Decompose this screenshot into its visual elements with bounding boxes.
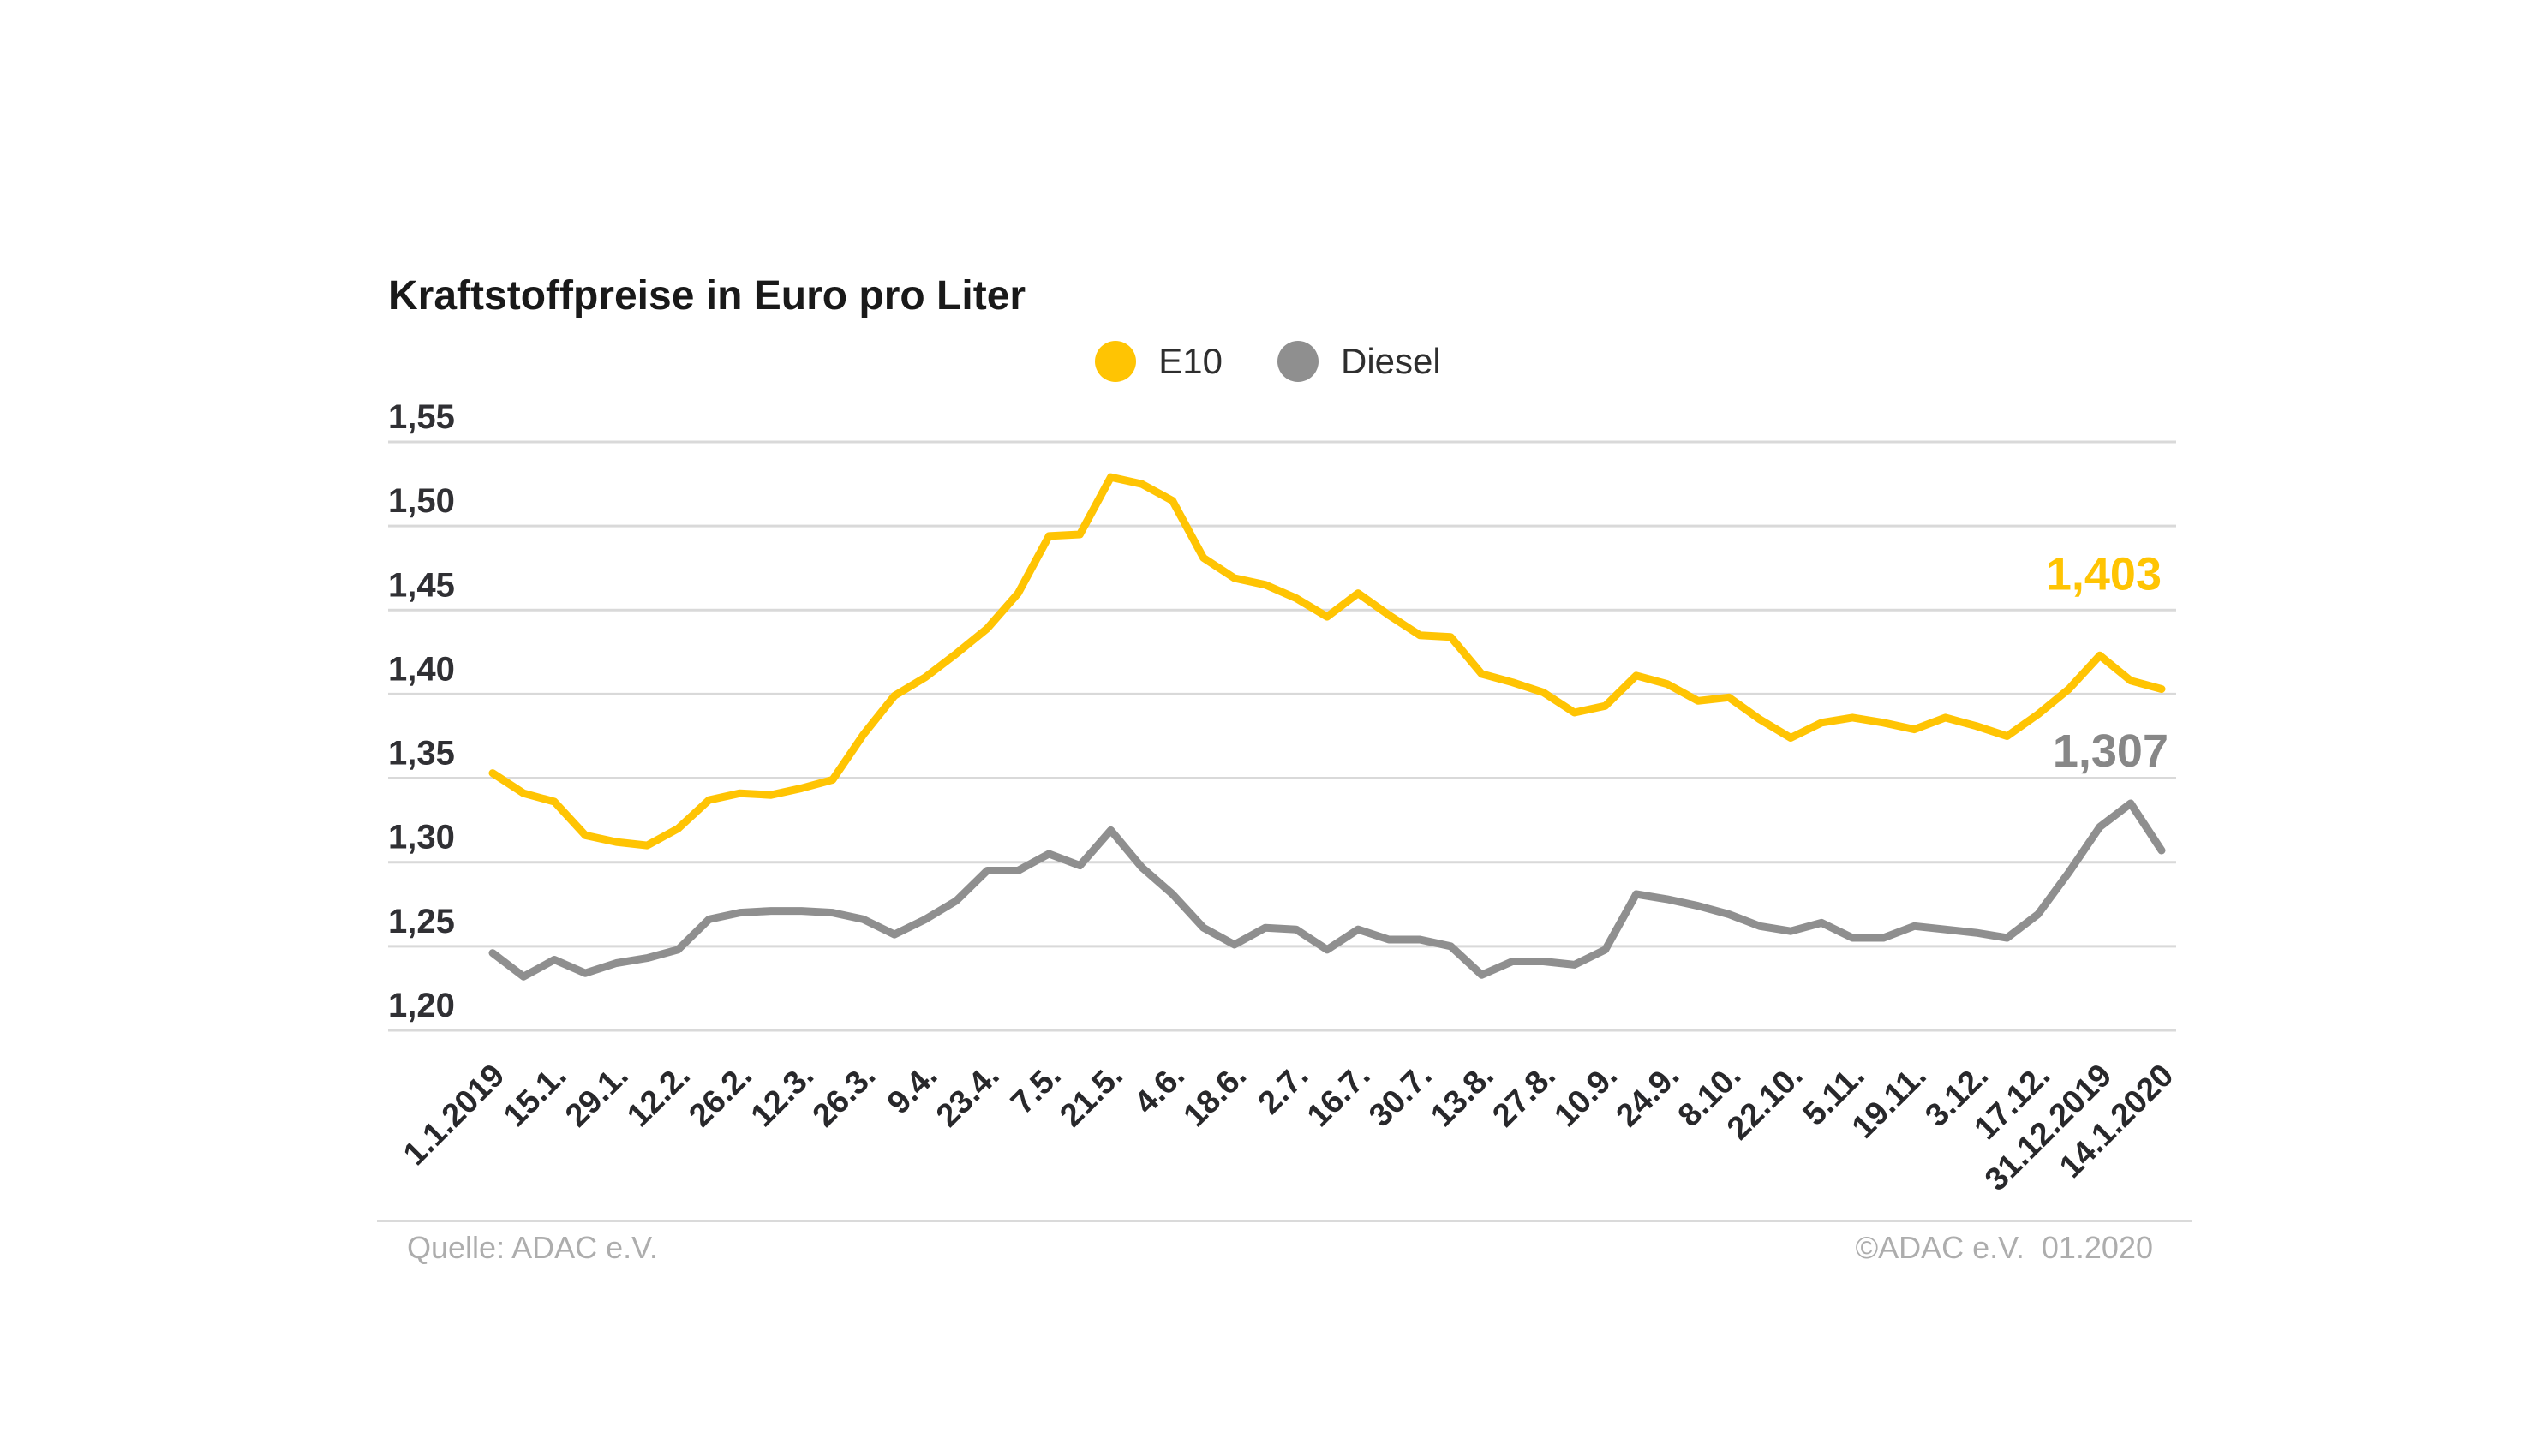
y-tick-label: 1,40 — [388, 650, 455, 688]
legend: E10 Diesel — [0, 341, 2536, 382]
diesel-dot-icon — [1277, 341, 1319, 382]
x-tick-label: 15.1. — [497, 1058, 573, 1134]
x-tick-label: 18.6. — [1177, 1058, 1253, 1134]
x-tick-label: 26.2. — [682, 1058, 758, 1134]
x-tick-label: 21.5. — [1053, 1058, 1129, 1134]
x-tick-label: 23.4. — [930, 1058, 1006, 1134]
y-tick-label: 1,50 — [388, 482, 455, 520]
legend-item-diesel: Diesel — [1277, 341, 1441, 382]
x-tick-label: 29.1. — [559, 1058, 635, 1134]
y-tick-label: 1,35 — [388, 735, 455, 773]
footer-divider — [377, 1220, 2192, 1222]
e10-dot-icon — [1095, 341, 1137, 382]
x-tick-label: 26.3. — [806, 1058, 882, 1134]
y-tick-label: 1,55 — [388, 398, 455, 436]
y-tick-label: 1,20 — [388, 987, 455, 1024]
legend-label-diesel: Diesel — [1341, 341, 1441, 381]
x-tick-label: 16.7. — [1301, 1058, 1377, 1134]
y-tick-label: 1,30 — [388, 819, 455, 856]
legend-item-e10: E10 — [1095, 341, 1223, 382]
x-tick-label: 13.8. — [1424, 1058, 1500, 1134]
e10-end-value-label: 1,403 — [2046, 549, 2162, 600]
source-note: Quelle: ADAC e.V. — [407, 1230, 658, 1265]
x-tick-label: 12.2. — [620, 1058, 697, 1134]
diesel-line — [488, 799, 2166, 981]
x-tick-label: 12.3. — [745, 1058, 821, 1134]
x-tick-label: 1.1.2019 — [397, 1058, 511, 1173]
x-tick-label: 30.7. — [1362, 1058, 1438, 1134]
y-tick-label: 1,45 — [388, 566, 455, 604]
x-tick-label: 24.9. — [1610, 1058, 1686, 1134]
y-tick-label: 1,25 — [388, 903, 455, 940]
x-tick-label: 27.8. — [1486, 1058, 1562, 1134]
diesel-end-value-label: 1,307 — [2053, 725, 2168, 777]
page-title: Kraftstoffpreise in Euro pro Liter — [388, 273, 1026, 319]
e10-line — [488, 473, 2166, 850]
x-tick-label: 10.9. — [1548, 1058, 1624, 1134]
legend-label-e10: E10 — [1158, 341, 1223, 381]
copyright-note: ©ADAC e.V. 01.2020 — [1855, 1230, 2153, 1265]
